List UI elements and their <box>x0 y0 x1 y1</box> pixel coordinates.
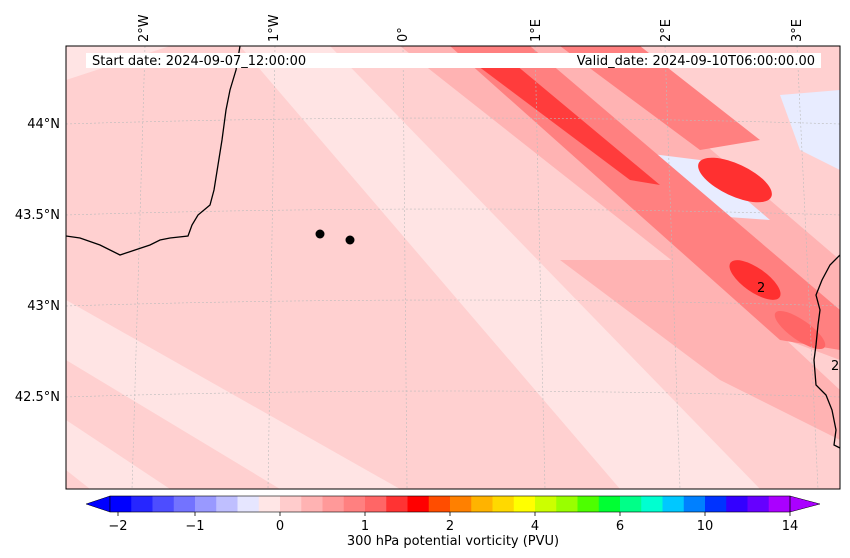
colorbar-tick-label: 2 <box>446 519 454 534</box>
valid-date-label: Valid_date: 2024-09-10T06:00:00.00 <box>577 54 815 69</box>
colorbar-extend-high <box>789 495 821 513</box>
pv-negative-patch-east <box>780 90 840 170</box>
lon-label: 3°E <box>790 19 805 42</box>
colorbar-bin <box>195 496 217 512</box>
colorbar-bin <box>110 496 132 512</box>
colorbar-label: 300 hPa potential vorticity (PVU) <box>347 534 559 549</box>
colorbar-bin <box>131 496 153 512</box>
colorbar-tick-label: −1 <box>185 519 204 534</box>
colorbar-bin <box>492 496 515 512</box>
colorbar-bin <box>428 496 451 512</box>
lat-label: 43.5°N <box>15 208 60 223</box>
colorbar: −2 −1 0 1 2 4 6 10 14 300 hPa potential vorticit… <box>85 495 821 549</box>
pv-jet-strong-north <box>560 46 760 150</box>
colorbar-bin <box>705 496 727 512</box>
contour-label: 2 <box>831 359 839 374</box>
lat-label: 44°N <box>27 117 60 132</box>
lon-label: 0° <box>396 27 411 42</box>
start-date-label: Start date: 2024-09-07_12:00:00 <box>92 54 306 69</box>
colorbar-bin <box>768 496 791 512</box>
valid-date-box <box>366 53 821 68</box>
pv-band-pale-sw <box>66 420 170 489</box>
pv-band-pale-south <box>66 300 400 489</box>
lon-label: 1°E <box>529 19 544 42</box>
colorbar-tick-label: 10 <box>697 519 714 534</box>
colorbar-tick-label: 4 <box>531 519 539 534</box>
colorbar-bin <box>683 496 706 512</box>
colorbar-bin <box>152 496 175 512</box>
colorbar-bin <box>726 496 748 512</box>
lat-label: 43°N <box>27 299 60 314</box>
longitude-labels: 2°W 1°W 0° 1°E 2°E 3°E <box>137 14 805 42</box>
pv-max-north <box>698 157 772 203</box>
colorbar-bin <box>450 496 472 512</box>
colorbar-ticks: −2 −1 0 1 2 4 6 10 14 <box>108 512 798 534</box>
coastline <box>66 46 840 449</box>
contour-label: 2 <box>757 281 765 296</box>
station-marker <box>345 235 355 245</box>
colorbar-bin <box>620 496 642 512</box>
lon-label: 2°W <box>137 14 152 42</box>
colorbar-tick-label: 6 <box>616 519 624 534</box>
colorbar-bin <box>556 496 578 512</box>
colorbar-bin <box>747 496 770 512</box>
colorbar-bin <box>343 496 366 512</box>
colorbar-bin <box>407 496 430 512</box>
lon-label: 1°W <box>267 14 282 42</box>
colorbar-bin <box>386 496 408 512</box>
colorbar-bin <box>641 496 663 512</box>
station-marker <box>315 229 325 239</box>
pv-band-pale-center <box>240 46 760 489</box>
colorbar-bin <box>173 496 196 512</box>
colorbar-bin <box>535 496 557 512</box>
start-date-box <box>86 53 366 68</box>
colorbar-tick-label: 0 <box>276 519 284 534</box>
colorbar-bin <box>365 496 387 512</box>
pv-max-center <box>729 260 781 300</box>
colorbar-bin <box>322 496 345 512</box>
colorbar-bin <box>662 496 685 512</box>
colorbar-bin <box>216 496 238 512</box>
pv-jet-intense <box>470 60 660 185</box>
map-frame <box>65 45 841 490</box>
colorbar-bin <box>598 496 621 512</box>
colorbar-bins <box>110 496 791 512</box>
colorbar-bin <box>237 496 260 512</box>
colorbar-bin <box>280 496 302 512</box>
pv-max-southeast <box>774 310 826 350</box>
latitude-labels: 44°N 43.5°N 43°N 42.5°N <box>15 117 60 405</box>
colorbar-bin <box>471 496 493 512</box>
map-panel: 2 2 Start date: 2024-09-07_12:00:00 Vali… <box>66 46 840 489</box>
lat-label: 42.5°N <box>15 390 60 405</box>
lon-label: 2°E <box>659 19 674 42</box>
colorbar-bin <box>258 496 281 512</box>
colorbar-bin <box>577 496 600 512</box>
colorbar-tick-label: 1 <box>361 519 369 534</box>
colorbar-extend-low <box>85 495 111 513</box>
gridlines <box>66 46 840 489</box>
colorbar-tick-label: −2 <box>108 519 127 534</box>
colorbar-tick-label: 14 <box>782 519 799 534</box>
colorbar-bin <box>513 496 536 512</box>
colorbar-bin <box>301 496 323 512</box>
